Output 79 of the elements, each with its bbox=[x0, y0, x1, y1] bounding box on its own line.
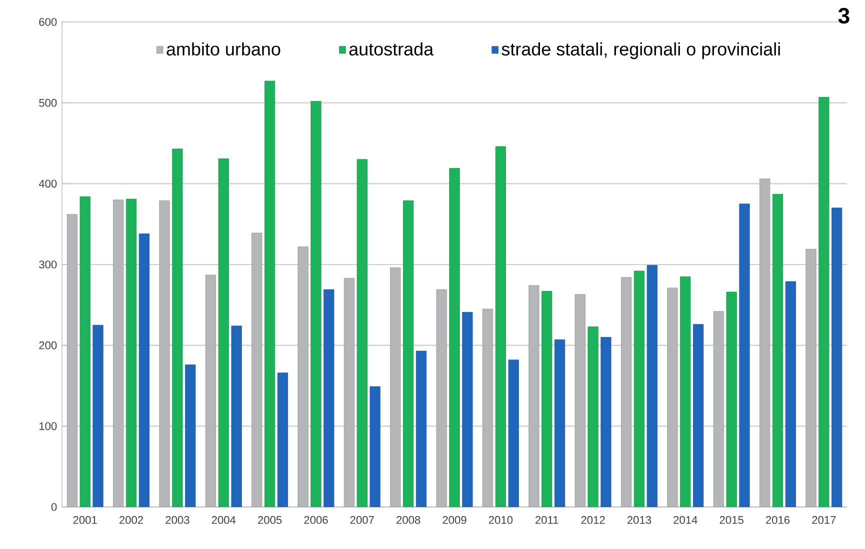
y-tick-label: 0 bbox=[51, 503, 57, 511]
bar bbox=[713, 311, 724, 507]
bar bbox=[574, 294, 586, 507]
bar bbox=[298, 246, 308, 507]
bar bbox=[667, 288, 678, 507]
bar bbox=[739, 204, 750, 507]
legend-label: autostrada bbox=[349, 42, 434, 56]
x-tick-label: 2007 bbox=[350, 516, 374, 524]
bar bbox=[832, 208, 842, 507]
bar bbox=[403, 200, 414, 507]
x-tick-label: 2008 bbox=[396, 516, 420, 524]
bar bbox=[818, 96, 830, 507]
bar bbox=[462, 312, 473, 507]
bar bbox=[356, 159, 368, 507]
bar bbox=[416, 350, 427, 507]
x-tick-label: 2010 bbox=[488, 516, 513, 524]
bar bbox=[588, 326, 598, 507]
bar bbox=[760, 178, 770, 507]
bar bbox=[634, 270, 645, 507]
bar bbox=[159, 200, 170, 507]
bar bbox=[138, 234, 150, 507]
bar bbox=[508, 360, 519, 507]
x-tick-label: 2011 bbox=[536, 516, 558, 524]
bar bbox=[554, 339, 566, 507]
y-tick-label: 100 bbox=[39, 422, 57, 430]
x-tick-label: 2001 bbox=[73, 516, 97, 524]
bar bbox=[806, 248, 816, 507]
bar bbox=[277, 372, 288, 507]
bar bbox=[126, 198, 137, 507]
x-tick-label: 2014 bbox=[674, 516, 698, 524]
bar bbox=[449, 168, 460, 507]
x-tick-label: 2009 bbox=[442, 516, 466, 524]
bar bbox=[680, 276, 691, 507]
bar bbox=[264, 80, 276, 507]
x-tick-label: 2006 bbox=[304, 516, 328, 524]
bar bbox=[185, 364, 196, 507]
x-tick-label: 2004 bbox=[212, 516, 236, 524]
y-tick-label: 300 bbox=[39, 260, 57, 268]
bar bbox=[482, 308, 494, 507]
x-tick-label: 2005 bbox=[258, 516, 282, 524]
bar bbox=[252, 232, 262, 507]
bar bbox=[231, 326, 242, 507]
x-tick-label: 2015 bbox=[720, 516, 744, 524]
legend-label: ambito urbano bbox=[166, 42, 280, 56]
bar bbox=[205, 274, 216, 507]
bar bbox=[310, 101, 322, 507]
x-tick-label: 2016 bbox=[766, 516, 790, 524]
y-tick-label: 400 bbox=[38, 180, 57, 188]
x-tick-label: 2013 bbox=[627, 516, 652, 524]
bar bbox=[324, 289, 334, 507]
bar bbox=[344, 278, 355, 507]
bar bbox=[80, 196, 90, 507]
bar bbox=[646, 265, 658, 507]
legend-label: strade statali, regionali o provinciali bbox=[502, 42, 780, 60]
x-tick-label: 2012 bbox=[581, 516, 605, 524]
bar bbox=[390, 268, 401, 507]
y-tick-label: 600 bbox=[39, 18, 57, 26]
bar bbox=[621, 277, 632, 507]
bar bbox=[370, 386, 380, 507]
x-tick-label: 2002 bbox=[120, 516, 144, 524]
bar bbox=[785, 281, 796, 507]
bar bbox=[495, 146, 506, 507]
x-tick-label: 2003 bbox=[166, 516, 190, 524]
y-tick-label: 200 bbox=[39, 341, 57, 350]
bar bbox=[693, 324, 704, 507]
bar bbox=[218, 158, 229, 507]
bar bbox=[542, 290, 552, 507]
y-tick-label: 500 bbox=[39, 98, 57, 107]
bar bbox=[66, 214, 78, 507]
bar bbox=[113, 200, 124, 507]
bar bbox=[92, 324, 104, 507]
bar bbox=[172, 148, 183, 507]
bar bbox=[436, 289, 447, 507]
bar bbox=[772, 194, 784, 507]
bar bbox=[600, 337, 612, 507]
annotation: 3 bbox=[838, 8, 850, 24]
bar bbox=[528, 285, 540, 507]
x-tick-label: 2017 bbox=[812, 516, 836, 524]
bar bbox=[726, 292, 737, 507]
